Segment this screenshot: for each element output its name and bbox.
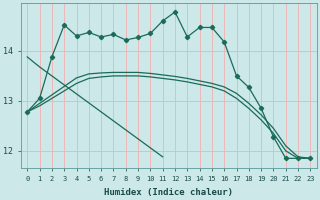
X-axis label: Humidex (Indice chaleur): Humidex (Indice chaleur) (104, 188, 233, 197)
